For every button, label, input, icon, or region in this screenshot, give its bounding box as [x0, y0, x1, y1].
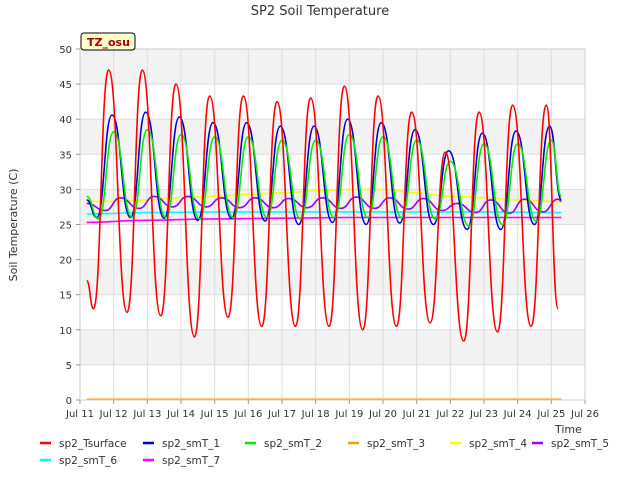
y-tick-label: 30 [59, 185, 72, 196]
series-line-sp2_smT_7 [86, 216, 562, 224]
y-tick-label: 0 [66, 396, 72, 407]
x-axis-label: Time [554, 423, 582, 436]
legend-label: sp2_smT_1 [162, 438, 220, 450]
series-lines [85, 69, 563, 401]
legend-label: sp2_smT_4 [469, 438, 527, 450]
legend-label: sp2_smT_2 [264, 438, 322, 450]
y-tick-label: 10 [59, 326, 72, 337]
background-band [80, 49, 585, 85]
chart-title: SP2 Soil Temperature [251, 4, 389, 19]
legend-label: sp2_smT_3 [367, 438, 425, 450]
x-tick-label: Jul 13 [132, 409, 161, 420]
y-tick-label: 50 [59, 45, 72, 56]
x-tick-label: Jul 11 [65, 409, 94, 420]
annotation-label: TZ_osu [87, 36, 130, 49]
y-tick-label: 45 [59, 80, 72, 91]
y-tick-label: 5 [66, 361, 72, 372]
x-axis-ticks: Jul 11 Jul 12 Jul 13 Jul 14 Jul 15 Jul 16 Jul … [65, 400, 599, 420]
x-tick-label: Jul 20 [368, 409, 397, 420]
x-tick-label: Jul 24 [503, 409, 532, 420]
x-tick-label: Jul 17 [267, 409, 296, 420]
legend-label: sp2_Tsurface [59, 438, 127, 450]
x-tick-label: Jul 19 [334, 409, 363, 420]
x-tick-label: Jul 22 [435, 409, 464, 420]
y-tick-label: 15 [59, 291, 72, 302]
x-tick-label: Jul 16 [233, 409, 262, 420]
series-line-sp2_smT_4 [86, 188, 562, 203]
x-tick-label: Jul 14 [166, 409, 195, 420]
background-band [80, 329, 585, 365]
y-tick-label: 25 [59, 221, 72, 232]
x-tick-label: Jul 15 [200, 409, 229, 420]
legend-label: sp2_smT_5 [551, 438, 609, 450]
y-axis-ticks: 0 5 10 15 20 25 30 35 40 45 50 [59, 45, 80, 407]
y-tick-label: 40 [59, 115, 72, 126]
x-tick-label: Jul 23 [469, 409, 498, 420]
legend-label: sp2_smT_6 [59, 455, 117, 467]
background-band [80, 119, 585, 155]
x-tick-label: Jul 25 [536, 409, 565, 420]
x-tick-label: Jul 12 [99, 409, 128, 420]
legend: sp2_Tsurface sp2_smT_1 sp2_smT_2 sp2_smT_3 s… [40, 438, 609, 467]
x-tick-label: Jul 21 [402, 409, 431, 420]
y-tick-label: 35 [59, 150, 72, 161]
legend-label: sp2_smT_7 [162, 455, 220, 467]
x-tick-label: Jul 26 [570, 409, 599, 420]
y-axis-label: Soil Temperature (C) [7, 169, 20, 282]
series-line-sp2_Tsurface [85, 69, 559, 342]
x-tick-label: Jul 18 [301, 409, 330, 420]
annotation-box: TZ_osu [80, 32, 136, 51]
y-tick-label: 20 [59, 256, 72, 267]
